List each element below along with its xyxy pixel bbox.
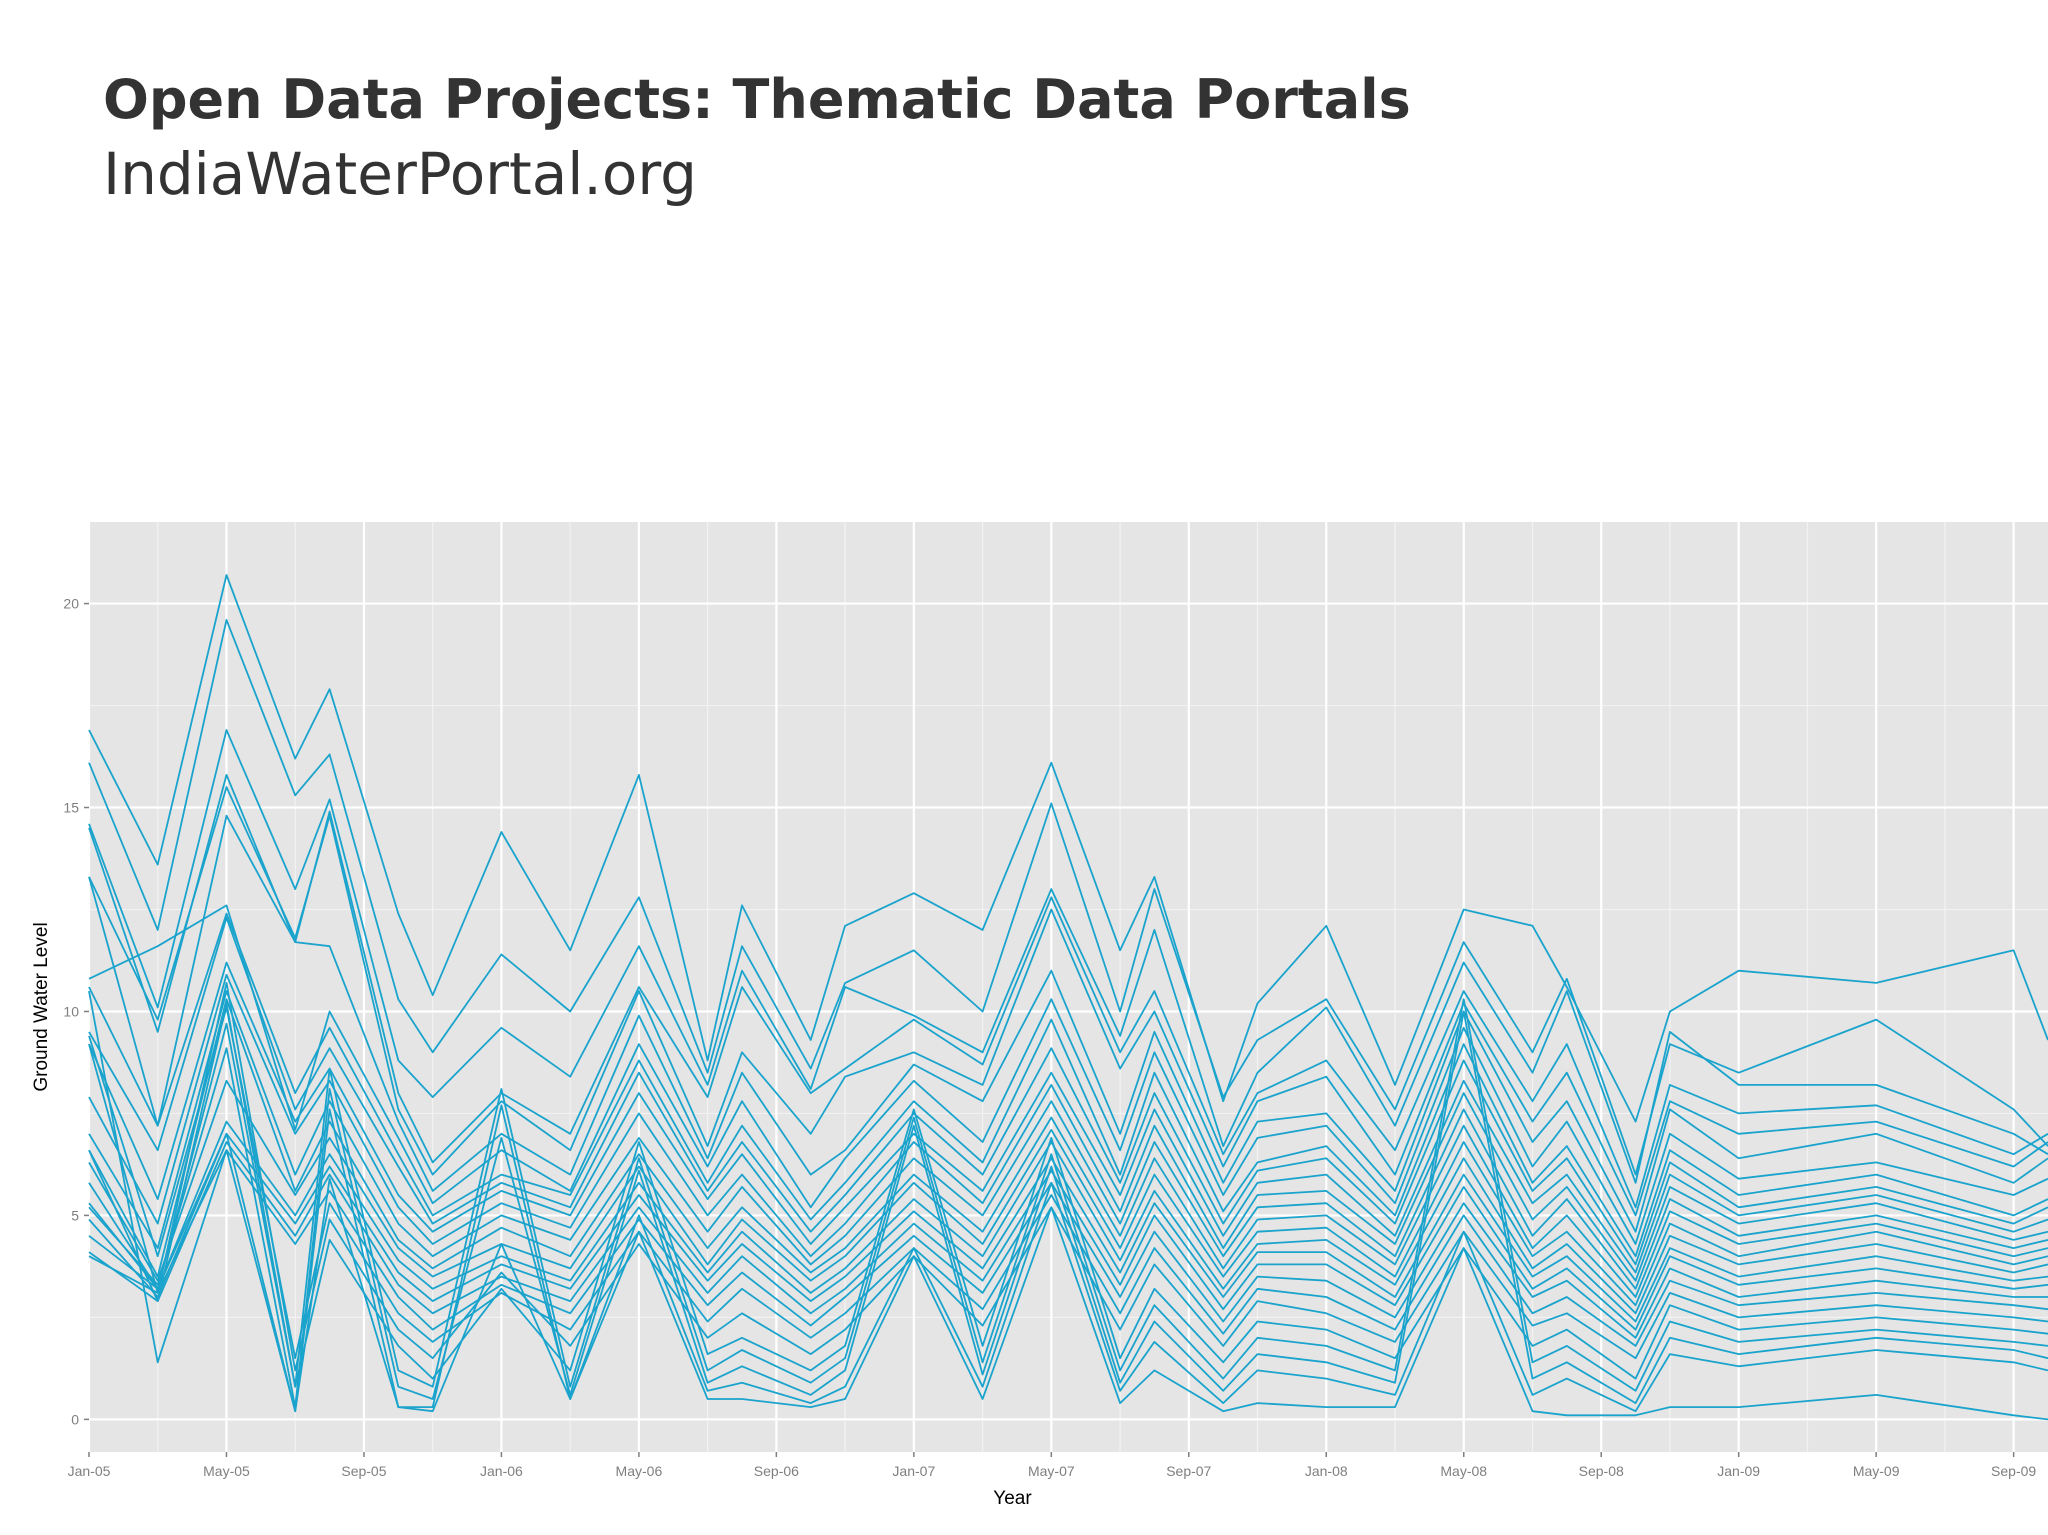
x-tick-label: Jan-07 <box>892 1463 935 1479</box>
x-tick-label: Sep-08 <box>1579 1463 1624 1479</box>
series-line-15 <box>88 1120 2048 1315</box>
series-line-2 <box>88 619 2048 1176</box>
y-tick-label: 20 <box>63 596 79 612</box>
series-line-22 <box>88 998 2048 1392</box>
x-tick-label: May-07 <box>1028 1463 1075 1479</box>
series-line-10 <box>88 961 2048 1274</box>
slide-title: Open Data Projects: Thematic Data Portal… <box>103 68 1411 131</box>
x-tick-label: Jan-05 <box>68 1463 111 1479</box>
x-axis-title: Year <box>993 1488 1032 1509</box>
series-line-21 <box>88 1002 2048 1388</box>
series-line-9 <box>88 916 2048 1266</box>
series-line-25 <box>88 1149 2048 1421</box>
series-line-4 <box>88 773 2048 1209</box>
x-tick-label: Jan-09 <box>1717 1463 1760 1479</box>
series-line-16 <box>88 1132 2048 1323</box>
x-tick-label: May-05 <box>203 1463 250 1479</box>
series-line-12 <box>88 990 2048 1290</box>
x-tick-label: May-06 <box>616 1463 663 1479</box>
series-line-19 <box>88 1006 2048 1360</box>
series-line-23 <box>88 1010 2048 1408</box>
series-line-3 <box>88 729 2048 1184</box>
x-tick-label: Sep-07 <box>1166 1463 1211 1479</box>
x-tick-label: Jan-06 <box>480 1463 523 1479</box>
series-line-13 <box>88 998 2048 1298</box>
series-line-11 <box>88 973 2048 1282</box>
y-tick-label: 15 <box>63 800 79 816</box>
ground-water-line-chart: Jan-05 May-05 Sep-05 Jan-06 May-06 Sep-06 Jan-… <box>31 522 2048 1509</box>
series-line-17 <box>88 1141 2048 1331</box>
y-axis-title: Ground Water Level <box>31 922 52 1091</box>
plot-panel <box>89 522 2048 1452</box>
slide-subtitle: IndiaWaterPortal.org <box>103 140 697 208</box>
x-tick-label: Jan-08 <box>1305 1463 1348 1479</box>
y-tick-label: 0 <box>71 1411 79 1427</box>
y-tick-label: 5 <box>71 1207 79 1223</box>
series-line-6 <box>88 814 2048 1233</box>
series-line-20 <box>88 981 2048 1372</box>
x-tick-label: Sep-05 <box>341 1463 386 1479</box>
x-tick-label: Sep-09 <box>1991 1463 2036 1479</box>
x-tick-label: Sep-06 <box>754 1463 799 1479</box>
series-line-7 <box>88 904 2048 1245</box>
series-line-14 <box>88 1079 2048 1307</box>
series-line-1 <box>88 574 2048 1123</box>
series-line-18 <box>88 990 2048 1364</box>
x-tick-label: May-08 <box>1440 1463 1487 1479</box>
series-line-5 <box>88 786 2048 1217</box>
y-tick-label: 10 <box>63 1003 79 1019</box>
series-line-8 <box>88 912 2048 1258</box>
x-tick-label: May-09 <box>1853 1463 1900 1479</box>
